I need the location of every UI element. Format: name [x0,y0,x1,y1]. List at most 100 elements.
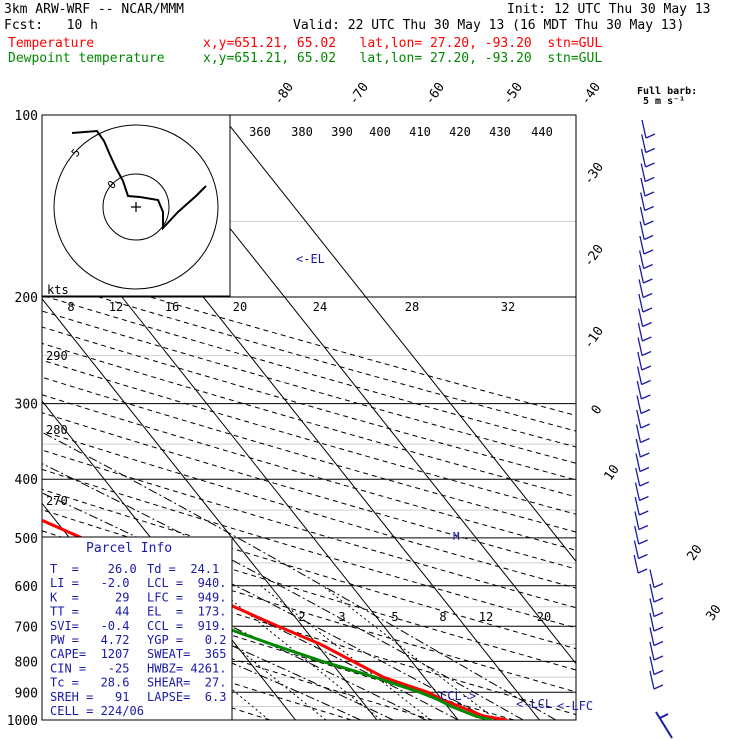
moist-adiabat-label: 20 [233,300,247,314]
wind-barb [637,337,652,357]
wind-barb [634,482,649,502]
theta-label: 390 [331,125,353,139]
dewpoint-legend: Dewpoint temperature [8,51,165,66]
wind-barb [639,206,654,226]
dry-adiabat [42,449,576,609]
init-time: Init: 12 UTC Thu 30 May 13 [507,2,711,17]
pressure-label: 200 [15,291,38,306]
pressure-label: 900 [15,686,38,701]
pressure-label: 1000 [7,714,38,729]
parcel-value-right: SHEAR= 27. [147,676,226,690]
temperature-axis-label: -20 [581,242,607,270]
pressure-axis: 100 200 300 400 500 600 700 800 900 1000 [7,109,38,729]
theta-side-label: 280 [46,423,68,437]
lfc-marker: <-LFC [557,699,593,713]
wind-barb [639,221,654,241]
freezing-marker: M [453,530,460,543]
temperature-axis-label: 10 [601,462,622,483]
moist-adiabat-label: 24 [313,300,327,314]
isotherm [220,115,576,563]
temperature-legend: Temperature [8,36,95,51]
model-title: 3km ARW-WRF -- NCAR/MMM [4,2,185,17]
frame [41,114,577,721]
temperature-axis-label: 0 [589,402,606,417]
wind-barb [633,540,648,560]
hodograph-trace [71,129,207,231]
valid-time: Valid: 22 UTC Thu 30 May 13 (16 MDT Thu … [293,18,685,33]
parcel-value-right: CCL = 919. [147,619,226,633]
mixing-ratio-label: 20 [537,610,551,624]
wind-barb [637,322,652,342]
temperature-axis-label: -40 [578,80,604,108]
mixing-ratio-label: 5 [391,610,398,624]
moist-adiabat-label: 16 [165,300,179,314]
pressure-label: 100 [15,109,38,124]
dewpoint-location: x,y=651.21, 65.02 lat,lon= 27.20, -93.20… [203,51,603,66]
parcel-value-left: Tc = 28.6 [50,676,129,690]
parcel-value-right: SWEAT= 365 [147,647,226,661]
kts-label: kts [47,283,69,297]
pressure-label: 800 [15,655,38,670]
parcel-value-left: K = 29 [50,590,129,604]
ccl-marker: CCL-> [440,689,476,703]
theta-label: 360 [249,125,271,139]
moist-adiabat-label: 8 [67,300,74,314]
theta-side-label: 290 [46,349,68,363]
moist-adiabat-label: 12 [109,300,123,314]
el-marker: <-EL [296,252,325,266]
pressure-label: 400 [15,473,38,488]
barb-legend-units: 5 m s⁻¹ [643,96,685,107]
wind-barb [638,279,653,299]
wind-barb [635,424,650,444]
temperature-axis-label: -50 [500,80,526,108]
wind-barb [639,235,654,255]
parcel-info-box: Parcel Info T = 26.0 Td = 24.1 LI = -2.0 LCL… [41,536,233,721]
dry-adiabat [42,310,576,464]
parcel-value-left: LI = -2.0 [50,576,129,590]
barb-legend-title: Full barb: [637,86,697,97]
wind-barb [637,351,652,371]
wind-barb [636,366,651,386]
theta-label: 410 [409,125,431,139]
wind-barb [636,409,651,429]
wind-barbs: Full barb:5 m s⁻¹ [633,86,697,739]
dry-adiabat [42,294,576,448]
temperature-axis-label: -30 [581,160,607,188]
theta-label: 440 [531,125,553,139]
mixing-ratio-label: 12 [479,610,493,624]
parcel-box [41,536,233,721]
theta-label: 430 [489,125,511,139]
wind-barb [637,308,652,328]
wind-barb-surface [655,711,673,739]
parcel-value-left: SVI= -0.4 [50,619,129,633]
level-annotations: <-EL <-LCL <-LFC CCL-> M [296,252,593,713]
parcel-value-right: LAPSE= 6.3 [147,690,226,704]
moist-adiabat [42,431,557,720]
wind-barb [649,670,664,690]
moist-adiabat-label: 28 [405,300,419,314]
temperature-axis-label: 20 [684,542,705,563]
moist-adiabat [42,463,524,720]
parcel-value-right: HWBZ= 4261. [147,661,226,675]
wind-barb [640,163,655,183]
wind-barb [649,583,664,603]
parcel-value-left: CAPE= 1207 [50,647,129,661]
parcel-value-right: Td = 24.1 [147,562,219,576]
wind-barb [639,250,653,270]
wind-barb [634,525,648,545]
parcel-value-left: CIN = -25 [50,661,129,675]
wind-barb [641,119,656,139]
wind-barb [636,395,651,415]
isotherm [42,297,378,720]
temperature-axis-label: -10 [581,324,607,352]
hodograph-ring-inner [102,173,170,241]
wind-barb [640,177,655,197]
dry-adiabat [42,597,433,720]
temperature-location: x,y=651.21, 65.02 lat,lon= 27.20, -93.20… [203,36,603,51]
parcel-value-right: EL = 173. [147,605,226,619]
pressure-label: 500 [15,532,38,547]
moist-adiabat [42,585,361,720]
